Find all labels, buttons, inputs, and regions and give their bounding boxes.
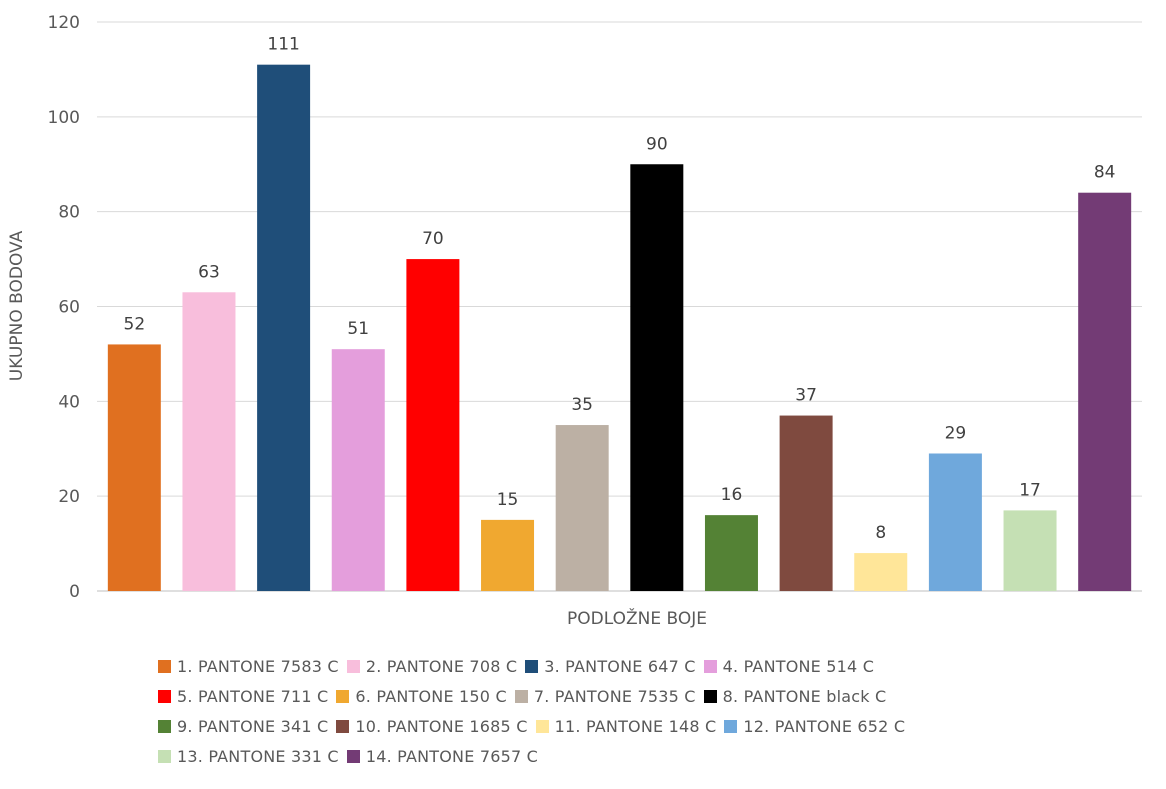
legend-swatch [703,659,717,673]
y-tick-label: 120 [48,13,80,33]
legend-item: 6. PANTONE 150 C [336,686,507,706]
legend-item: 8. PANTONE black C [703,686,887,706]
data-label: 8 [875,523,886,543]
legend-swatch [336,719,350,733]
legend-label: 5. PANTONE 711 C [177,686,329,706]
data-label: 15 [497,490,519,510]
legend-label: 7. PANTONE 7535 C [533,686,696,706]
legend-item: 10. PANTONE 1685 C [336,717,527,736]
legend-item: 14. PANTONE 7657 C [346,746,538,766]
legend-label: 8. PANTONE black C [722,686,887,706]
legend-swatch [346,659,360,673]
data-label: 52 [124,314,146,334]
legend-swatch [703,689,717,703]
legend-label: 4. PANTONE 514 C [722,656,875,676]
bar-chart: 0 20 40 60 80 100 120 52 63 111 51 70 15 35 90 16 37 8 29… [7,13,1142,629]
legend-item: 2. PANTONE 708 C [346,656,518,676]
legend-swatch [535,719,549,733]
legend-item: 1. PANTONE 7583 C [158,657,339,676]
y-axis-ticks: 0 20 40 60 80 100 120 [48,13,80,602]
legend-label: 11. PANTONE 148 C [554,716,717,736]
legend-label: 9. PANTONE 341 C [177,716,329,736]
data-label: 51 [347,319,369,339]
y-tick-label: 40 [58,392,80,412]
legend-item: 11. PANTONE 148 C [535,716,717,736]
legend-item: 5. PANTONE 711 C [158,687,328,706]
bar [854,553,908,591]
legend-item: 4. PANTONE 514 C [703,656,875,676]
legend-swatch [724,719,738,733]
legend-item: 3. PANTONE 647 C [525,657,695,676]
legend-label: 12. PANTONE 652 C [743,716,906,736]
data-label: 35 [571,395,593,415]
legend-label: 13. PANTONE 331 C [177,746,339,766]
legend: 1. PANTONE 7583 C 2. PANTONE 708 C 3. PANT… [158,651,1088,771]
legend-row: 1. PANTONE 7583 C 2. PANTONE 708 C 3. PANT… [158,651,1088,681]
bars [107,64,1132,592]
y-tick-label: 0 [69,582,80,602]
data-label: 111 [267,35,299,55]
legend-label: 10. PANTONE 1685 C [355,716,528,736]
legend-swatch [525,659,539,673]
gridlines [97,21,1142,592]
legend-swatch [346,749,360,763]
bar [555,425,609,591]
bar [928,453,982,591]
bar [182,292,236,591]
y-tick-label: 100 [48,108,80,128]
bar [331,349,385,591]
data-label: 63 [198,262,220,282]
y-tick-label: 20 [58,487,80,507]
x-axis-title: PODLOŽNE BOJE [567,607,707,629]
legend-label: 3. PANTONE 647 C [544,656,696,676]
bar [107,344,161,591]
legend-swatch [158,689,171,703]
legend-swatch [336,689,350,703]
y-axis-title: UKUPNO BODOVA [7,230,27,381]
data-label: 17 [1019,480,1041,500]
bar [257,64,311,592]
legend-item: 9. PANTONE 341 C [158,717,328,736]
legend-item: 13. PANTONE 331 C [158,747,339,766]
legend-swatch [158,719,171,733]
bar [1078,192,1132,591]
bar [630,164,684,591]
y-tick-label: 60 [58,298,80,318]
data-label: 84 [1094,163,1116,183]
y-tick-label: 80 [58,203,80,223]
bar [704,515,758,591]
data-label: 90 [646,134,668,154]
bar [1003,510,1057,591]
legend-label: 1. PANTONE 7583 C [177,656,339,676]
data-label: 70 [422,229,444,249]
data-label: 29 [945,423,967,443]
legend-item: 7. PANTONE 7535 C [514,686,696,706]
legend-swatch [158,659,171,673]
legend-label: 2. PANTONE 708 C [365,656,518,676]
bar [481,519,535,591]
bar [406,259,460,591]
legend-item: 12. PANTONE 652 C [724,717,905,736]
legend-row: 13. PANTONE 331 C 14. PANTONE 7657 C [158,741,1088,771]
data-labels: 52 63 111 51 70 15 35 90 16 37 8 29 17 84 [124,35,1116,543]
data-label: 37 [795,386,817,406]
legend-swatch [514,689,528,703]
legend-row: 9. PANTONE 341 C 10. PANTONE 1685 C 11. PA… [158,711,1088,741]
data-label: 16 [721,485,743,505]
legend-label: 6. PANTONE 150 C [355,686,507,706]
legend-swatch [158,749,171,763]
legend-label: 14. PANTONE 7657 C [365,746,538,766]
bar [779,415,833,591]
legend-row: 5. PANTONE 711 C 6. PANTONE 150 C 7. PANTO… [158,681,1088,711]
